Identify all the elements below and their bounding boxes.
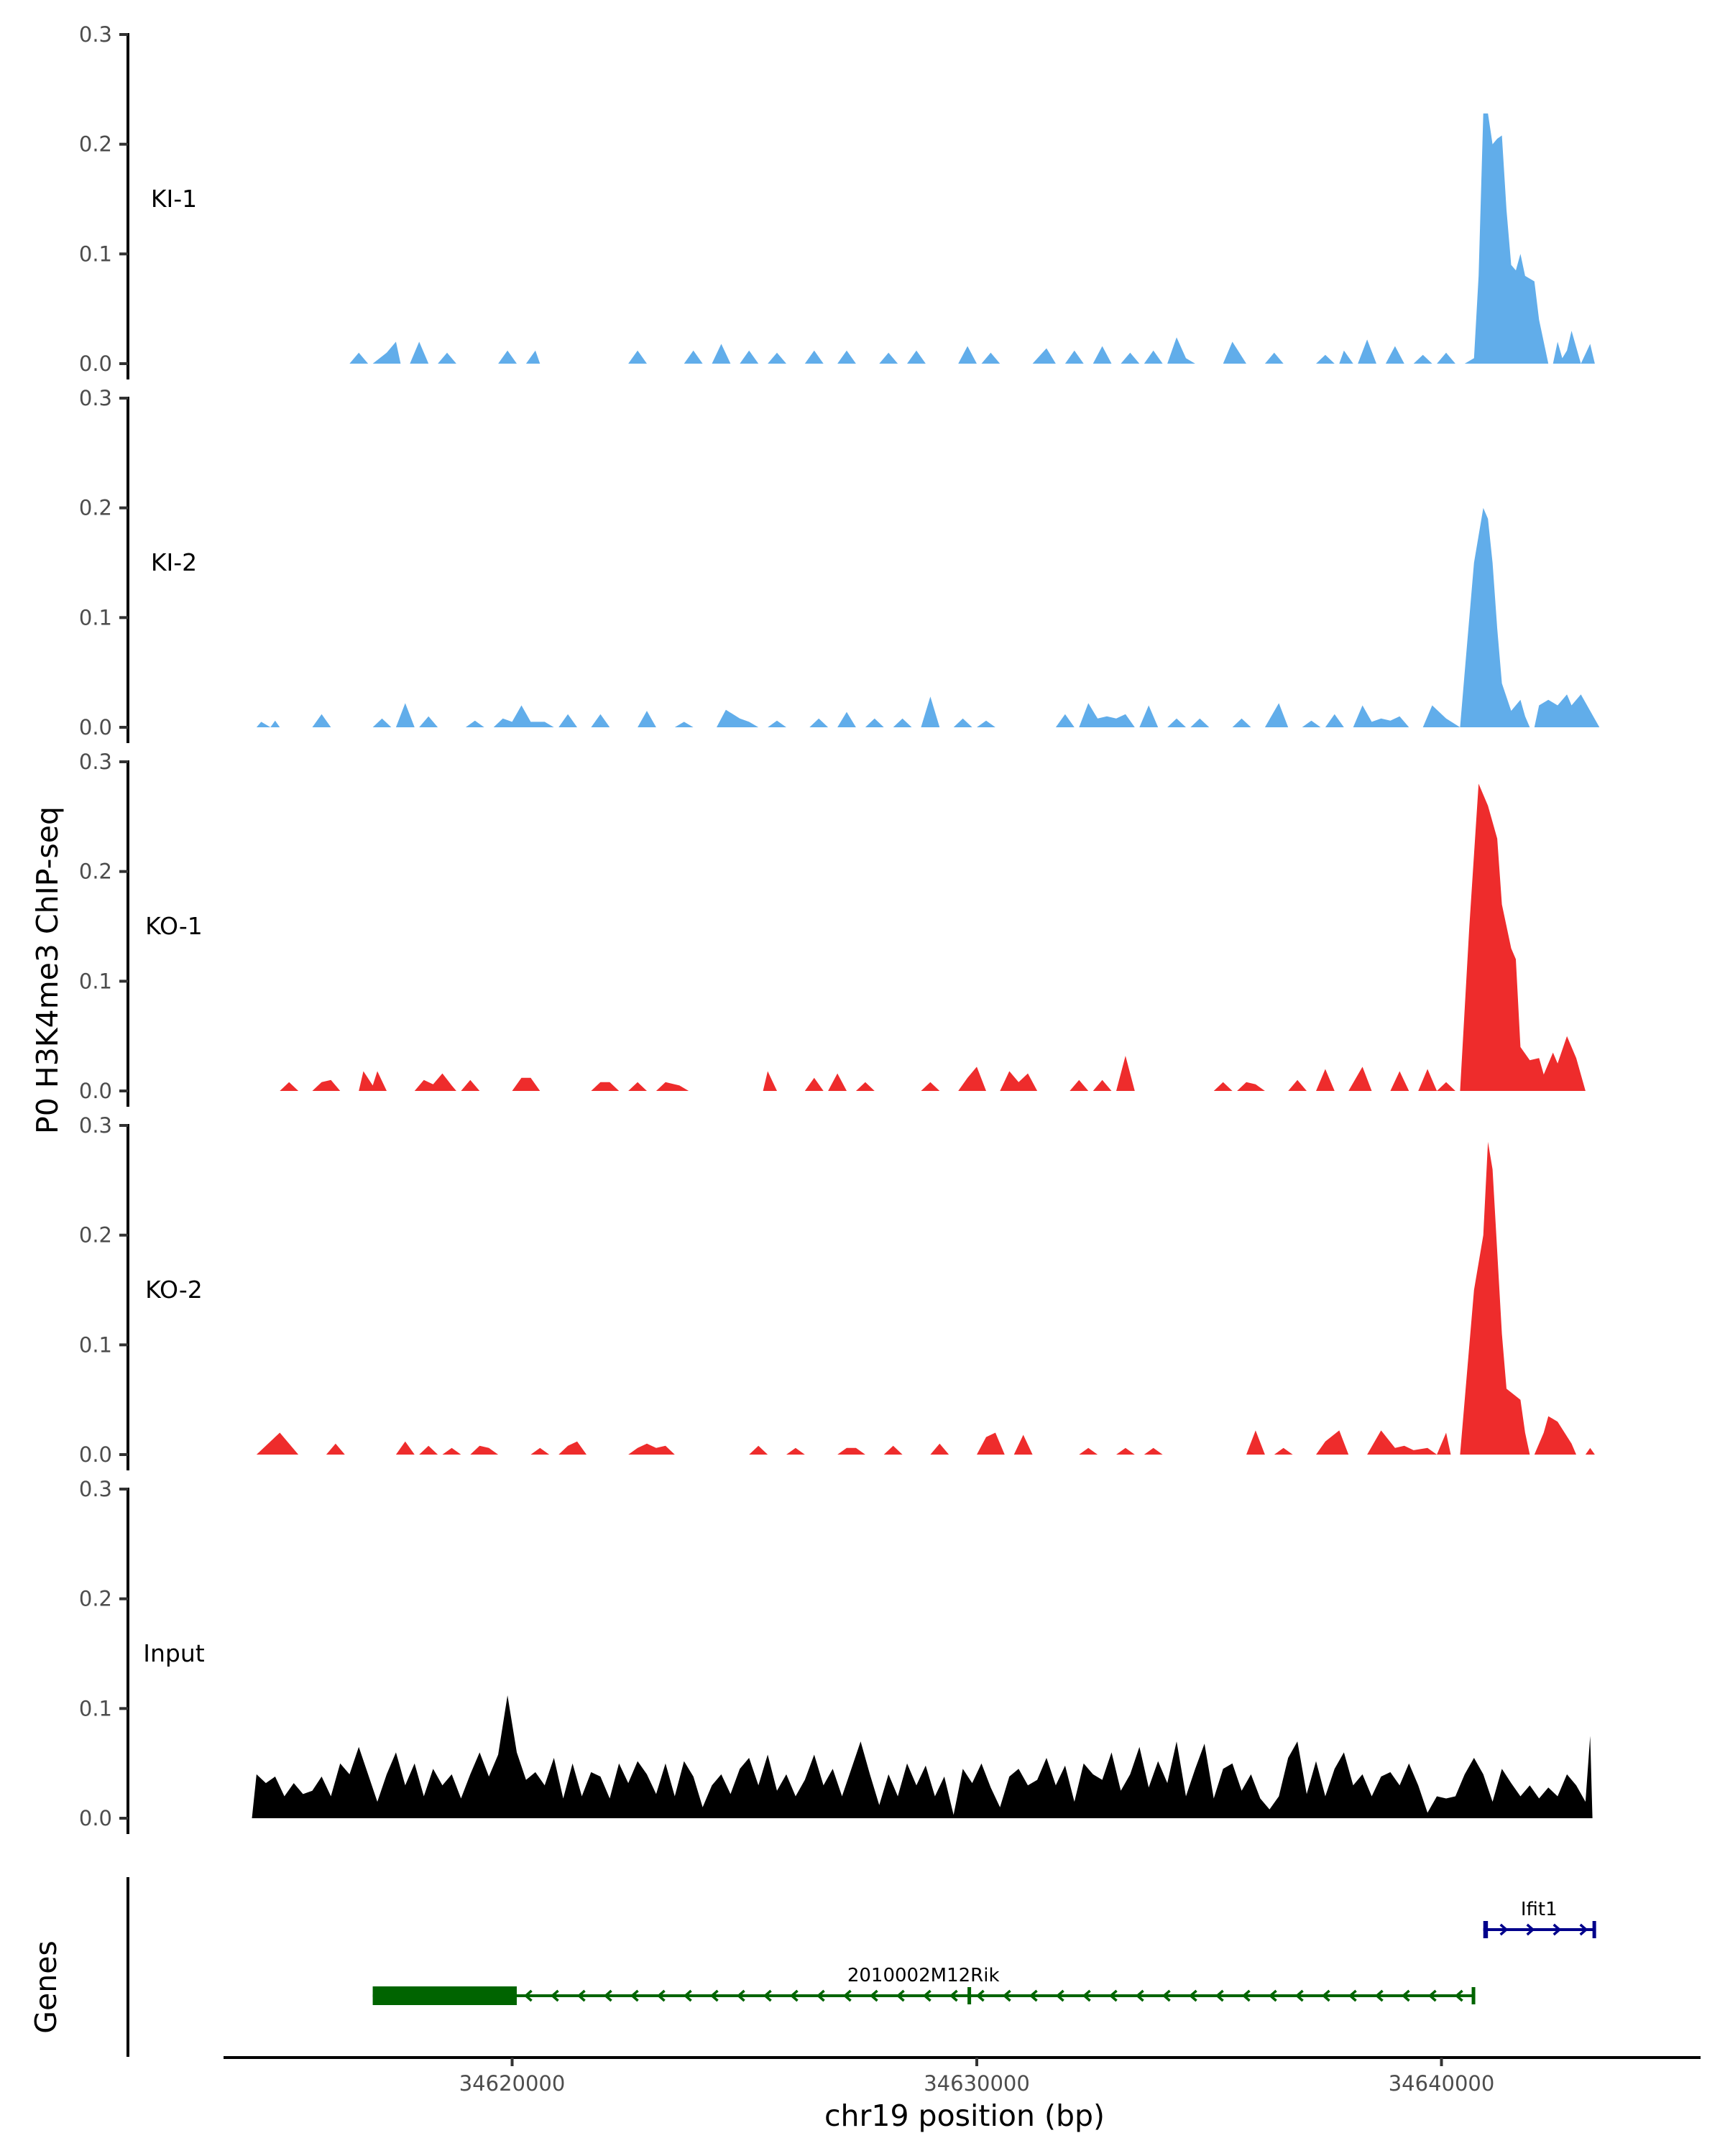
x-tick-label: 34630000 (924, 2071, 1030, 2096)
panel-ko-2: 0.0 0.1 0.2 0.3 KO-2 (79, 1113, 1595, 1470)
y-tick-label: 0.2 (79, 860, 112, 884)
y-tick-label: 0.1 (79, 605, 112, 630)
gene-exon (1471, 1987, 1476, 2004)
strand-chevron (1162, 1989, 1171, 2002)
strand-chevron (1002, 1989, 1011, 2002)
y-tick-label: 0.3 (79, 1477, 112, 1501)
gene-exon (1483, 1921, 1489, 1938)
strand-chevron (922, 1989, 932, 2002)
strand-chevron (1241, 1989, 1251, 2002)
x-axis: 34620000 34630000 34640000 (224, 2056, 1701, 2096)
strand-chevron (1499, 1923, 1509, 1936)
gene-exon (1592, 1921, 1596, 1938)
coverage-area-ki-1 (349, 113, 1595, 364)
strand-chevron (1526, 1923, 1535, 1936)
track-label-ki-1: KI-1 (151, 185, 197, 213)
y-tick-label: 0.0 (79, 351, 112, 376)
panel-input: 0.0 0.1 0.2 0.3 Input (79, 1477, 1593, 1834)
strand-chevron (975, 1989, 985, 2002)
track-label-ko-1: KO-1 (145, 912, 203, 940)
coverage-panels: 0.00.10.20.3KI-10.00.10.20.3KI-20.00.10.… (79, 22, 1600, 1834)
gene-exon (372, 1986, 517, 2005)
coverage-area-input (252, 1695, 1593, 1818)
y-tick-label: 0.3 (79, 1113, 112, 1138)
strand-chevron (789, 1989, 799, 2002)
strand-chevron (896, 1989, 905, 2002)
y-tick-label: 0.0 (79, 1442, 112, 1467)
track-label-input: Input (143, 1639, 205, 1667)
x-tick-label: 34620000 (459, 2071, 566, 2096)
genes-track-title: Genes (29, 1940, 63, 2034)
strand-chevron (1294, 1989, 1304, 2002)
y-tick-label: 0.1 (79, 1696, 112, 1720)
strand-chevron (1268, 1989, 1277, 2002)
gene-label-ifit1: Ifit1 (1521, 1899, 1558, 1920)
x-tick-label: 34640000 (1389, 2071, 1495, 2096)
gene-label-2010002m12rik: 2010002M12Rik (847, 1965, 1000, 1986)
track-label-ko-2: KO-2 (145, 1276, 203, 1304)
y-tick-label: 0.3 (79, 386, 112, 410)
strand-chevron (630, 1989, 639, 2002)
y-tick-label: 0.0 (79, 1806, 112, 1830)
panel-ko-1: 0.0 0.1 0.2 0.3 KO-1 (79, 750, 1586, 1107)
gene-ifit1: Ifit1 (1483, 1899, 1596, 1938)
y-tick-label: 0.2 (79, 132, 112, 157)
strand-chevron (1082, 1989, 1091, 2002)
strand-chevron (1579, 1923, 1588, 1936)
strand-chevron (1188, 1989, 1197, 2002)
strand-chevron (550, 1989, 559, 2002)
y-tick-label: 0.2 (79, 1223, 112, 1248)
strand-chevron (523, 1989, 533, 2002)
coverage-area-ko-1 (280, 783, 1586, 1091)
strand-chevron (1401, 1989, 1410, 2002)
gene-exon (967, 1987, 972, 2004)
strand-chevron (1135, 1989, 1144, 2002)
strand-chevron (1454, 1989, 1463, 2002)
strand-chevron (842, 1989, 852, 2002)
strand-chevron (763, 1989, 772, 2002)
strand-chevron (1215, 1989, 1224, 2002)
strand-chevron (1552, 1923, 1562, 1936)
strand-chevron (1108, 1989, 1118, 2002)
strand-chevron (1348, 1989, 1357, 2002)
strand-chevron (1029, 1989, 1038, 2002)
strand-chevron (949, 1989, 958, 2002)
y-tick-label: 0.3 (79, 750, 112, 774)
y-tick-label: 0.1 (79, 1332, 112, 1357)
strand-chevron (709, 1989, 719, 2002)
gene-2010002m12rik: 2010002M12Rik (372, 1965, 1476, 2005)
coverage-area-ko-2 (256, 1141, 1595, 1455)
panel-ki-1: 0.0 0.1 0.2 0.3 KI-1 (79, 22, 1595, 379)
strand-chevron (656, 1989, 666, 2002)
y-tick-label: 0.1 (79, 969, 112, 993)
track-label-ki-2: KI-2 (151, 548, 197, 576)
strand-chevron (869, 1989, 878, 2002)
strand-chevron (736, 1989, 745, 2002)
strand-chevron (1427, 1989, 1437, 2002)
y-axis-title: P0 H3K4me3 ChIP-seq (30, 806, 65, 1134)
strand-chevron (603, 1989, 612, 2002)
strand-chevron (576, 1989, 586, 2002)
strand-chevron (1055, 1989, 1064, 2002)
y-tick-label: 0.3 (79, 22, 112, 47)
x-axis-title: chr19 position (bp) (824, 2099, 1105, 2133)
y-tick-label: 0.1 (79, 241, 112, 266)
gene-panel: 2010002M12Rik Ifit1 (126, 1877, 1596, 2057)
panel-ki-2: 0.0 0.1 0.2 0.3 KI-2 (79, 386, 1600, 743)
y-tick-label: 0.0 (79, 1079, 112, 1103)
strand-chevron (816, 1989, 825, 2002)
y-tick-label: 0.2 (79, 496, 112, 520)
coverage-area-ki-2 (256, 507, 1600, 727)
strand-chevron (1321, 1989, 1330, 2002)
y-tick-label: 0.0 (79, 715, 112, 740)
strand-chevron (1374, 1989, 1384, 2002)
y-tick-label: 0.2 (79, 1587, 112, 1611)
strand-chevron (683, 1989, 692, 2002)
